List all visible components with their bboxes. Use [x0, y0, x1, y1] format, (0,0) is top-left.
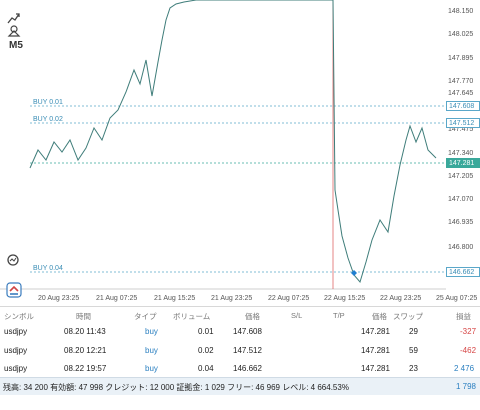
- table-row[interactable]: usdjpy 08.22 19:57 buy 0.04 146.662 147.…: [0, 359, 480, 379]
- order-price-badge-buy-004: 146.662: [446, 267, 480, 277]
- type-cell: buy: [145, 327, 158, 336]
- order-line-label-buy-004: BUY 0.04: [33, 265, 63, 272]
- price-axis-label: 148.150: [448, 8, 474, 15]
- price-axis-label: 147.770: [448, 78, 474, 85]
- price-axis-label: 147.340: [448, 150, 474, 157]
- price-cell: 147.281: [361, 346, 390, 355]
- timeframe-selector[interactable]: M5: [9, 40, 23, 51]
- price-chart[interactable]: M5 BUY 0.01 BUY 0.02 BUY 0.04 148.150 14…: [0, 0, 480, 306]
- account-summary-bar: 残高: 34 200 有効額: 47 998 クレジット: 12 000 証拠金…: [0, 377, 480, 395]
- objects-icon[interactable]: [6, 22, 22, 38]
- price-axis-label: 147.205: [448, 173, 474, 180]
- symbol-cell: usdjpy: [4, 327, 28, 336]
- price-axis-label: 147.070: [448, 196, 474, 203]
- swap-cell: 59: [409, 346, 418, 355]
- price-axis-label: 147.475: [448, 126, 474, 133]
- time-cell: 08.22 19:57: [64, 364, 107, 373]
- column-header-swap: スワップ: [393, 312, 423, 321]
- price-axis-label: 146.800: [448, 244, 474, 251]
- order-line-label-buy-002: BUY 0.02: [33, 116, 63, 123]
- order-price-badge-buy-002: 147.512: [446, 118, 480, 128]
- profit-cell: -327: [460, 327, 477, 336]
- table-row[interactable]: usdjpy 08.20 11:43 buy 0.01 147.608 147.…: [0, 322, 480, 342]
- price-series-line: [29, 0, 437, 284]
- account-summary-text: 残高: 34 200 有効額: 47 998 クレジット: 12 000 証拠金…: [3, 383, 349, 392]
- volume-cell: 0.01: [198, 327, 214, 336]
- volume-cell: 0.04: [198, 364, 214, 373]
- swap-cell: 23: [409, 364, 418, 373]
- profit-cell: -462: [460, 346, 477, 355]
- time-axis-label: 22 Aug 23:25: [380, 295, 422, 302]
- time-axis-label: 22 Aug 15:25: [324, 295, 366, 302]
- time-axis-label: 21 Aug 15:25: [154, 295, 196, 302]
- total-profit: 1 798: [455, 382, 476, 391]
- time-axis-label: 21 Aug 07:25: [96, 295, 138, 302]
- symbol-cell: usdjpy: [4, 364, 28, 373]
- price-axis-label: 148.025: [448, 31, 474, 38]
- column-header-symbol: シンボル: [4, 312, 34, 321]
- column-header-time: 時間: [76, 312, 91, 321]
- type-cell: buy: [145, 346, 158, 355]
- column-header-open-price: 価格: [245, 312, 260, 321]
- open-price-cell: 147.512: [233, 346, 262, 355]
- price-axis-label: 146.935: [448, 219, 474, 226]
- table-row[interactable]: usdjpy 08.20 12:21 buy 0.02 147.512 147.…: [0, 341, 480, 361]
- entry-marker: [351, 270, 357, 276]
- order-line-label-buy-001: BUY 0.01: [33, 99, 63, 106]
- time-cell: 08.20 11:43: [64, 327, 106, 336]
- time-axis-label: 20 Aug 23:25: [38, 295, 80, 302]
- column-header-volume: ボリューム: [173, 312, 211, 321]
- order-price-badge-buy-001: 147.608: [446, 101, 480, 111]
- column-header-profit: 損益: [456, 312, 471, 321]
- type-cell: buy: [145, 364, 158, 373]
- column-header-price: 価格: [372, 312, 387, 321]
- current-price-badge: 147.281: [446, 158, 480, 168]
- trade-table-header: シンボル 時間 タイプ ボリューム 価格 S/L T/P 価格 スワップ 損益: [0, 306, 480, 322]
- search-icon[interactable]: [6, 253, 22, 269]
- column-header-sl: S/L: [291, 311, 303, 320]
- crosshair-icon[interactable]: [6, 10, 22, 26]
- time-axis-label: 22 Aug 07:25: [268, 295, 310, 302]
- time-cell: 08.20 12:21: [64, 346, 107, 355]
- price-axis-label: 147.645: [448, 90, 474, 97]
- price-cell: 147.281: [361, 327, 390, 336]
- profit-cell: 2 476: [454, 364, 475, 373]
- price-axis-label: 147.895: [448, 55, 474, 62]
- trade-icon[interactable]: [6, 282, 22, 298]
- time-axis-label: 25 Aug 07:25: [436, 295, 478, 302]
- symbol-cell: usdjpy: [4, 346, 28, 355]
- open-price-cell: 146.662: [233, 364, 262, 373]
- price-cell: 147.281: [361, 364, 390, 373]
- column-header-tp: T/P: [333, 311, 345, 320]
- column-header-type: タイプ: [134, 312, 157, 321]
- price-chart-canvas[interactable]: [0, 0, 480, 306]
- volume-cell: 0.02: [198, 346, 214, 355]
- open-price-cell: 147.608: [233, 327, 262, 336]
- swap-cell: 29: [409, 327, 418, 336]
- time-axis-label: 21 Aug 23:25: [211, 295, 253, 302]
